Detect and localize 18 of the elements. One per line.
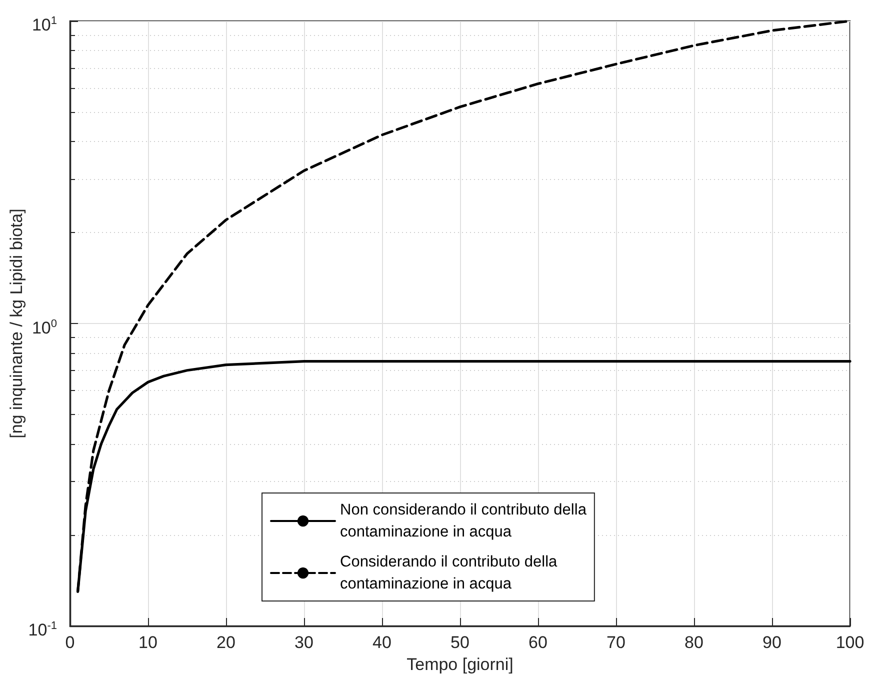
x-tick-label: 10	[138, 633, 158, 652]
y-tick-label: 10$^{-1}$	[28, 619, 57, 642]
x-axis-title: Tempo [giorni]	[406, 655, 514, 674]
y-tick-label: 10$^{0}$	[32, 316, 57, 340]
x-tick-label: 100	[836, 633, 864, 652]
legend-label: Considerando il contributo della contaminazione in acqua	[340, 554, 558, 592]
x-tick-label: 90	[762, 633, 782, 652]
x-tick-label: 30	[294, 633, 314, 652]
x-tick-label: 50	[450, 633, 470, 652]
x-tick-label: 70	[606, 633, 626, 652]
y-tick-label: 10$^{1}$	[32, 14, 57, 37]
legend-label: Non considerando il contributo della contaminazione in acqua	[340, 502, 587, 540]
x-tick-label: 80	[684, 633, 704, 652]
x-tick-label: 20	[216, 633, 236, 652]
x-tick-label: 40	[372, 633, 392, 652]
x-tick-label: 60	[528, 633, 548, 652]
y-axis-title: [ng inquinante / kg Lipidi biota]	[7, 208, 26, 438]
x-tick-label: 0	[65, 633, 75, 652]
